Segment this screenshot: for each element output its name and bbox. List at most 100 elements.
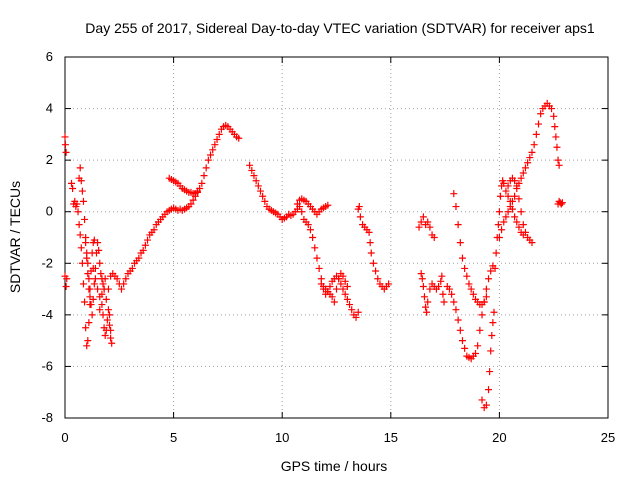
- chart-title: Day 255 of 2017, Sidereal Day-to-day VTE…: [85, 20, 595, 36]
- series-arc-o: [478, 308, 498, 412]
- y-tick-label: 0: [46, 204, 53, 219]
- data-point: [75, 221, 83, 229]
- data-point: [488, 331, 496, 339]
- data-point: [88, 311, 96, 319]
- data-point: [85, 275, 93, 283]
- data-point: [339, 285, 347, 293]
- data-point: [76, 231, 84, 239]
- data-point: [101, 275, 109, 283]
- data-point: [246, 161, 254, 169]
- data-point: [150, 226, 158, 234]
- data-point: [313, 254, 321, 262]
- data-point: [504, 182, 512, 190]
- data-point: [82, 239, 90, 247]
- data-point: [250, 172, 258, 180]
- y-axis-label: SDTVAR / TECUs: [7, 181, 23, 293]
- data-point: [511, 213, 519, 221]
- series-arc-f: [165, 174, 201, 198]
- data-point: [530, 141, 538, 149]
- data-point: [79, 280, 87, 288]
- data-point: [458, 337, 466, 345]
- data-point: [304, 221, 312, 229]
- data-point: [84, 259, 92, 267]
- data-point: [252, 177, 260, 185]
- series-arc-l: [417, 270, 448, 316]
- x-tick-label: 15: [384, 430, 398, 445]
- data-point: [104, 306, 112, 314]
- data-point: [90, 280, 98, 288]
- data-point: [324, 201, 332, 209]
- data-point: [417, 270, 425, 278]
- data-point: [500, 179, 508, 187]
- data-point: [452, 203, 460, 211]
- data-point: [438, 272, 446, 280]
- data-point: [82, 324, 90, 332]
- data-point: [330, 298, 338, 306]
- data-point: [424, 298, 432, 306]
- data-point: [89, 264, 97, 272]
- data-point: [77, 244, 85, 252]
- data-point: [200, 172, 208, 180]
- data-point: [456, 326, 464, 334]
- data-point: [500, 218, 508, 226]
- grid-lines: [65, 57, 608, 418]
- data-point: [365, 228, 373, 236]
- data-point: [511, 177, 519, 185]
- series-arc-r: [504, 174, 536, 247]
- y-tick-label: 2: [46, 152, 53, 167]
- data-point: [83, 254, 91, 262]
- series-arc-m: [443, 262, 497, 363]
- data-point: [189, 196, 197, 204]
- data-point: [554, 156, 562, 164]
- data-point: [495, 234, 503, 241]
- data-point: [341, 277, 349, 285]
- data-point: [98, 290, 106, 298]
- data-point: [63, 275, 71, 283]
- data-point: [417, 218, 425, 226]
- data-point: [341, 290, 349, 298]
- series-arc-h: [293, 195, 332, 218]
- data-point: [521, 164, 529, 172]
- data-point: [355, 203, 363, 211]
- data-point: [513, 182, 521, 190]
- data-point: [62, 148, 70, 156]
- x-axis-label: GPS time / hours: [281, 458, 388, 474]
- data-point: [94, 239, 102, 247]
- data-point: [84, 270, 92, 278]
- data-point: [532, 130, 540, 138]
- series-arc-s: [554, 197, 566, 208]
- data-point: [430, 234, 438, 241]
- y-tick-label: -4: [41, 307, 53, 322]
- plot-frame: [64, 56, 609, 419]
- data-point: [254, 182, 262, 190]
- data-point: [487, 267, 495, 275]
- data-point: [107, 326, 115, 334]
- data-point: [528, 148, 536, 156]
- data-point: [68, 179, 76, 187]
- data-point: [96, 306, 104, 314]
- data-point: [420, 293, 428, 301]
- data-point: [551, 123, 559, 131]
- data-point: [485, 386, 493, 394]
- data-point: [91, 275, 99, 283]
- data-point: [61, 141, 69, 149]
- data-point: [480, 298, 488, 306]
- data-point: [187, 200, 195, 208]
- data-point: [426, 285, 434, 293]
- data-point: [440, 298, 448, 306]
- data-point: [458, 254, 466, 262]
- data-point: [309, 234, 317, 241]
- data-point: [452, 306, 460, 314]
- data-point: [508, 197, 516, 205]
- x-tick-label: 10: [275, 430, 289, 445]
- data-points: [61, 99, 566, 412]
- data-point: [339, 272, 347, 280]
- data-point: [343, 282, 351, 290]
- data-point: [454, 316, 462, 324]
- data-point: [326, 282, 334, 290]
- data-point: [104, 285, 112, 293]
- x-tick-label: 5: [170, 430, 177, 445]
- data-point: [108, 339, 116, 347]
- data-point: [461, 264, 469, 272]
- data-point: [485, 275, 493, 283]
